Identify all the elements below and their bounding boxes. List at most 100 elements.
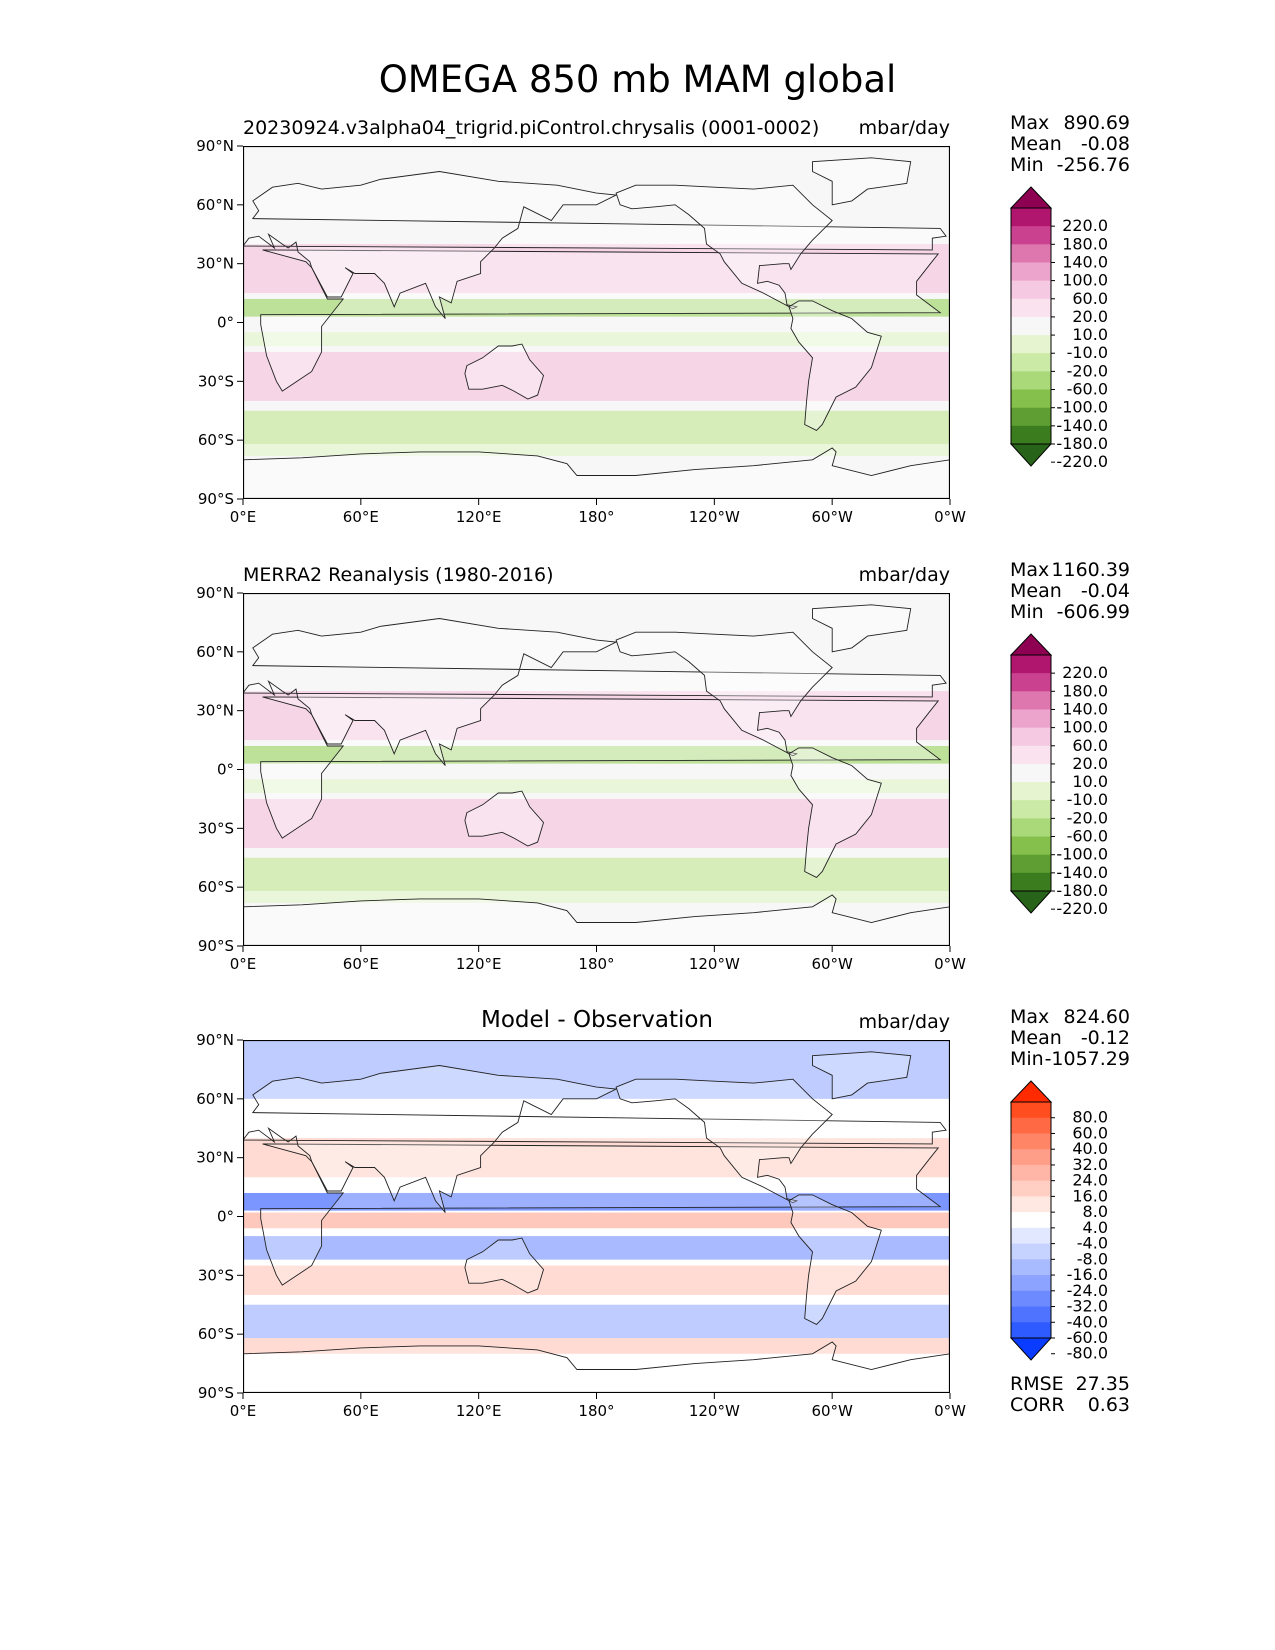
colorbar-frame	[1010, 207, 1052, 445]
colorbar-extend-top	[1010, 186, 1053, 209]
map-frame	[243, 1040, 950, 1393]
panel-title-center: Model - Observation	[480, 1007, 714, 1033]
colorbar-segment	[1011, 1117, 1051, 1134]
colorbar-segment	[1011, 371, 1051, 391]
colorbar-segment	[1011, 226, 1051, 245]
stat-value-mean: -0.12	[1080, 1027, 1130, 1049]
colorbar-segment	[1011, 1196, 1051, 1213]
lon-tick-label: 120°W	[689, 1402, 740, 1420]
units-label: mbar/day	[858, 1011, 950, 1033]
colorbar-tick-label: 32.0	[1072, 1155, 1108, 1174]
colorbar-tick-label: -100.0	[1056, 398, 1108, 417]
lon-tick-label: 60°E	[343, 955, 379, 973]
stat-label-mean: Mean	[1010, 133, 1062, 155]
colorbar-segment	[1011, 1133, 1051, 1150]
colorbar-tick-label: 60.0	[1072, 1123, 1108, 1142]
stat-label-min: Min	[1010, 1048, 1044, 1070]
field-band	[243, 298, 950, 317]
coastline-antarctica	[243, 1341, 950, 1393]
axes-difference: 90°N 60°N 30°N 0° 30°S 60°S 90°S0°E 60°E 120°E 18…	[196, 1031, 966, 1420]
colorbar-tick-label: 24.0	[1072, 1171, 1108, 1190]
colorbar-segment	[1011, 709, 1051, 729]
colorbar-tick-label: 60.0	[1072, 289, 1108, 308]
colorbar-segment	[1011, 208, 1051, 227]
colorbar-segment	[1011, 262, 1051, 282]
colorbar-tick-label: -24.0	[1067, 1281, 1108, 1300]
colorbar-segment	[1011, 1227, 1051, 1245]
colorbar-segment	[1011, 745, 1051, 765]
lat-tick-label: 30°S	[198, 1266, 234, 1284]
colorbar-tick-label: -220.0	[1056, 452, 1108, 470]
colorbar-tick-label: 20.0	[1072, 307, 1108, 326]
map-observation	[243, 593, 950, 946]
colorbar-tick-label: 40.0	[1072, 1139, 1108, 1158]
field-band	[243, 444, 950, 456]
stat-label-mean: Mean	[1010, 1027, 1062, 1049]
colorbar-tick-label: -20.0	[1067, 808, 1108, 827]
field-band	[243, 332, 950, 347]
colorbar-segment	[1011, 1149, 1051, 1166]
colorbar-tick-label: 100.0	[1062, 718, 1108, 737]
lon-tick-label: 60°W	[811, 1402, 853, 1420]
colorbar-tick-label: 20.0	[1072, 754, 1108, 773]
colorbar-tick-label: 180.0	[1062, 234, 1108, 253]
figure-title: OMEGA 850 mb MAM global	[378, 58, 897, 101]
colorbar-extend-bottom	[1010, 890, 1053, 914]
colorbar-segment	[1011, 407, 1051, 427]
colorbar-tick-label: -140.0	[1056, 416, 1108, 435]
colorbar-segment	[1011, 244, 1051, 263]
lat-tick-label: 90°S	[198, 937, 234, 955]
colorbar-tick-label: 60.0	[1072, 736, 1108, 755]
coastline-namerica	[615, 184, 833, 310]
coastline-greenland	[812, 604, 912, 653]
map-difference	[243, 1040, 950, 1393]
colorbar-segment	[1011, 800, 1051, 819]
colorbar-extend-top	[1010, 633, 1053, 656]
lat-tick-label: 60°S	[198, 431, 234, 449]
lat-tick-label: 90°S	[198, 490, 234, 508]
colorbar-segment	[1011, 691, 1051, 710]
stat-label-min: Min	[1010, 154, 1044, 176]
coastline-eurasia	[243, 618, 947, 766]
colorbar-segment	[1011, 335, 1051, 354]
stat-value-mean: -0.04	[1080, 580, 1130, 602]
coastline-eurasia	[243, 1065, 947, 1213]
colorbar-segment	[1011, 1102, 1051, 1119]
lon-tick-label: 120°W	[689, 508, 740, 526]
lat-tick-label: 30°N	[196, 255, 234, 273]
lat-tick-label: 30°S	[198, 819, 234, 837]
stat-label-max: Max	[1010, 112, 1050, 134]
colorbar-tick-label: -180.0	[1056, 434, 1108, 453]
lat-tick-label: 0°	[217, 1208, 234, 1226]
colorbar-tick-label: -20.0	[1067, 361, 1108, 380]
colorbar-segment	[1011, 1212, 1051, 1229]
colorbar-tick-label: -220.0	[1056, 899, 1108, 917]
lat-tick-label: 30°N	[196, 1149, 234, 1167]
stat-label-mean: Mean	[1010, 580, 1062, 602]
colorbar-tick-label: -16.0	[1067, 1265, 1108, 1284]
stat-value-max: 890.69	[1063, 112, 1130, 134]
lat-tick-label: 30°S	[198, 372, 234, 390]
field-band	[243, 891, 950, 903]
colorbar-difference: 80.060.040.032.024.016.08.04.0-4.0-8.0-1…	[1010, 1080, 1108, 1363]
field-band	[243, 745, 950, 764]
colorbar-tick-label: -10.0	[1067, 343, 1108, 362]
units-label: mbar/day	[858, 564, 950, 586]
stat-value-min: -606.99	[1056, 601, 1130, 623]
lat-tick-label: 60°S	[198, 1325, 234, 1343]
stat-label-max: Max	[1010, 559, 1050, 581]
field-band	[243, 1212, 950, 1229]
stat-value-max: 1160.39	[1051, 559, 1130, 581]
coastline-greenland	[812, 157, 912, 206]
lon-tick-label: 120°E	[456, 1402, 502, 1420]
colorbar-segment	[1011, 854, 1051, 874]
field-band	[243, 779, 950, 794]
colorbar-tick-label: -60.0	[1067, 380, 1108, 399]
map-model	[243, 146, 950, 499]
lon-tick-label: 0°W	[934, 1402, 966, 1420]
field-band	[243, 1265, 950, 1295]
colorbar-tick-label: 140.0	[1062, 252, 1108, 271]
lat-tick-label: 0°	[217, 761, 234, 779]
colorbar-tick-label: 100.0	[1062, 271, 1108, 290]
stat-value-max: 824.60	[1063, 1006, 1130, 1028]
